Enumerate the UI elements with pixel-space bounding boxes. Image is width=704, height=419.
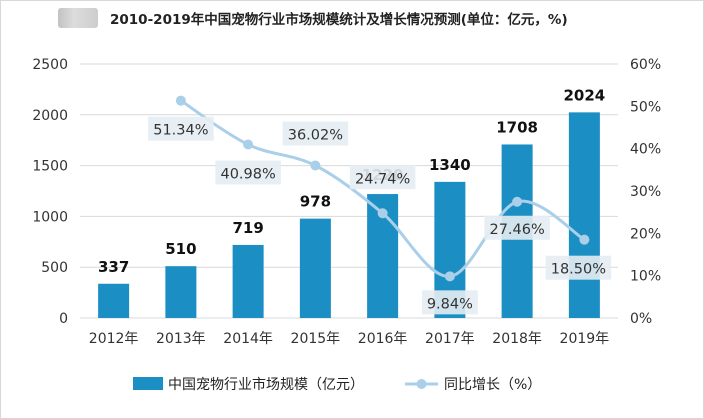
y-left-tick-label: 1000 bbox=[32, 209, 68, 225]
title-row: 2010-2019年中国宠物行业市场规模统计及增长情况预测(单位：亿元，%) bbox=[0, 0, 704, 34]
growth-value-label: 24.74% bbox=[355, 171, 410, 187]
growth-value-label: 36.02% bbox=[288, 128, 343, 144]
growth-point bbox=[310, 160, 321, 171]
y-left-tick-label: 0 bbox=[59, 311, 68, 327]
growth-label-box bbox=[148, 116, 214, 141]
y-left-tick-label: 2500 bbox=[32, 57, 68, 73]
growth-label-box bbox=[484, 215, 550, 240]
bar-value-label: 337 bbox=[98, 258, 129, 276]
logo-icon bbox=[58, 8, 98, 28]
growth-point bbox=[175, 95, 186, 106]
x-tick-label: 2019年 bbox=[560, 331, 610, 347]
x-tick-label: 2015年 bbox=[291, 331, 341, 347]
x-tick-label: 2013年 bbox=[156, 331, 206, 347]
bar bbox=[568, 112, 600, 318]
legend-bar-label: 中国宠物行业市场规模（亿元） bbox=[168, 376, 364, 393]
growth-point bbox=[243, 139, 254, 150]
y-left-tick-label: 500 bbox=[41, 260, 68, 276]
growth-value-label: 51.34% bbox=[153, 123, 208, 139]
bar bbox=[165, 266, 197, 318]
y-left-tick-label: 1500 bbox=[32, 159, 68, 175]
growth-point bbox=[579, 234, 590, 245]
y-left-tick-label: 2000 bbox=[32, 108, 68, 124]
bar bbox=[98, 283, 130, 318]
x-tick-label: 2018年 bbox=[492, 331, 542, 347]
growth-label-box bbox=[421, 290, 478, 315]
bar bbox=[232, 244, 264, 318]
y-right-tick-label: 0% bbox=[630, 311, 652, 327]
growth-value-label: 18.50% bbox=[551, 262, 606, 278]
x-tick-label: 2017年 bbox=[425, 331, 475, 347]
growth-point bbox=[444, 271, 455, 282]
growth-label-box bbox=[349, 165, 416, 190]
growth-label-box bbox=[545, 255, 612, 280]
y-right-tick-label: 20% bbox=[630, 226, 661, 242]
growth-value-label: 9.84% bbox=[427, 296, 473, 312]
x-tick-label: 2012年 bbox=[89, 331, 139, 347]
y-right-tick-label: 60% bbox=[630, 57, 661, 73]
y-right-tick-label: 50% bbox=[630, 99, 661, 115]
x-tick-label: 2016年 bbox=[358, 331, 408, 347]
growth-label-box bbox=[215, 160, 281, 185]
growth-value-label: 40.98% bbox=[220, 167, 275, 183]
y-right-tick-label: 30% bbox=[630, 184, 661, 200]
growth-value-label: 27.46% bbox=[489, 222, 544, 238]
y-right-tick-label: 10% bbox=[630, 269, 661, 285]
bar-value-label: 510 bbox=[165, 240, 196, 258]
bar-value-label: 719 bbox=[232, 219, 263, 237]
legend-line-marker bbox=[416, 379, 427, 389]
chart-title: 2010-2019年中国宠物行业市场规模统计及增长情况预测(单位：亿元，%) bbox=[110, 12, 568, 28]
bar-value-label: 2024 bbox=[564, 86, 606, 104]
growth-point bbox=[377, 208, 388, 219]
x-tick-label: 2014年 bbox=[223, 331, 273, 347]
bar-value-label: 978 bbox=[300, 193, 331, 211]
y-right-tick-label: 40% bbox=[630, 142, 661, 158]
growth-point bbox=[512, 196, 523, 207]
legend-line-label: 同比增长（%） bbox=[444, 377, 541, 393]
growth-label-box bbox=[282, 121, 349, 146]
bar-value-label: 1340 bbox=[429, 156, 471, 174]
legend-bar-swatch bbox=[133, 377, 163, 390]
bar bbox=[299, 218, 331, 318]
bar-value-label: 1708 bbox=[496, 118, 538, 136]
